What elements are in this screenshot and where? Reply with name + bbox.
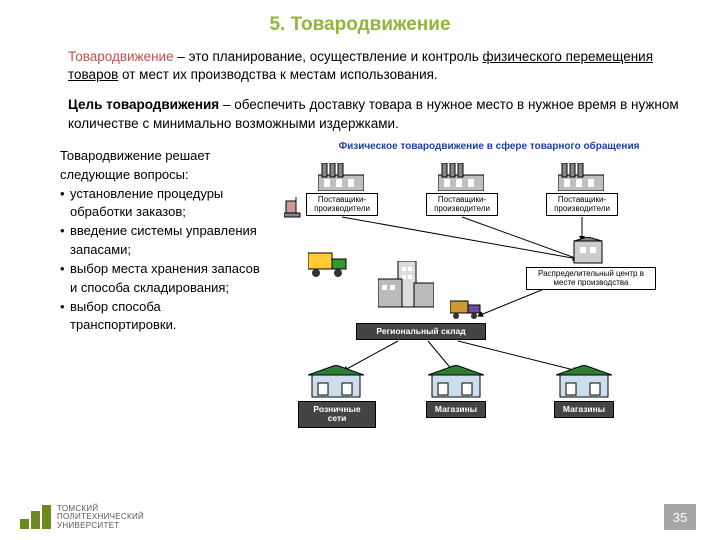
paragraph-2: Цель товародвижения – обеспечить доставк… xyxy=(0,84,720,132)
store-icon xyxy=(556,365,612,399)
para1-rest1: – это планирование, осуществление и конт… xyxy=(174,49,483,64)
logo-mark-icon xyxy=(20,505,51,529)
bottom-box: Магазины xyxy=(554,401,614,418)
para1-rest2: от мест их производства к местам использ… xyxy=(118,67,437,82)
footer: ТОМСКИЙ ПОЛИТЕХНИЧЕСКИЙ УНИВЕРСИТЕТ 35 xyxy=(0,494,720,540)
store-icon xyxy=(308,365,364,399)
regional-warehouse-box: Региональный склад xyxy=(356,323,486,340)
questions-block: Товародвижение решает следующие вопросы:… xyxy=(60,141,268,431)
question-item: введение системы управления запасами; xyxy=(60,222,268,260)
store-icon xyxy=(428,365,484,399)
question-item: установление процедуры обработки заказов… xyxy=(60,185,268,223)
logo-line3: УНИВЕРСИТЕТ xyxy=(57,522,144,530)
question-item: выбор места хранения запасов и способа с… xyxy=(60,260,268,298)
truck-icon xyxy=(450,299,484,319)
dist-center-box: Распределительный центр в месте производ… xyxy=(526,267,656,291)
term-tovarodvizhenie: Товародвижение xyxy=(68,49,174,64)
questions-intro: Товародвижение решает следующие вопросы: xyxy=(60,147,268,185)
goal-term: Цель товародвижения xyxy=(68,97,219,112)
university-logo: ТОМСКИЙ ПОЛИТЕХНИЧЕСКИЙ УНИВЕРСИТЕТ xyxy=(20,505,144,530)
bottom-box: Магазины xyxy=(426,401,486,418)
paragraph-1: Товародвижение – это планирование, осуще… xyxy=(0,44,720,84)
building-icon xyxy=(378,261,434,309)
question-item: выбор способа транспортировки. xyxy=(60,298,268,336)
diagram: Физическое товародвижение в сфере товарн… xyxy=(278,141,700,431)
forklift-icon xyxy=(284,197,304,224)
slide-title: 5. Товародвижение xyxy=(0,0,720,44)
distribution-center-icon xyxy=(568,237,608,265)
truck-icon xyxy=(308,251,350,277)
bottom-box: Розничные сети xyxy=(298,401,376,428)
page-number: 35 xyxy=(664,504,696,530)
